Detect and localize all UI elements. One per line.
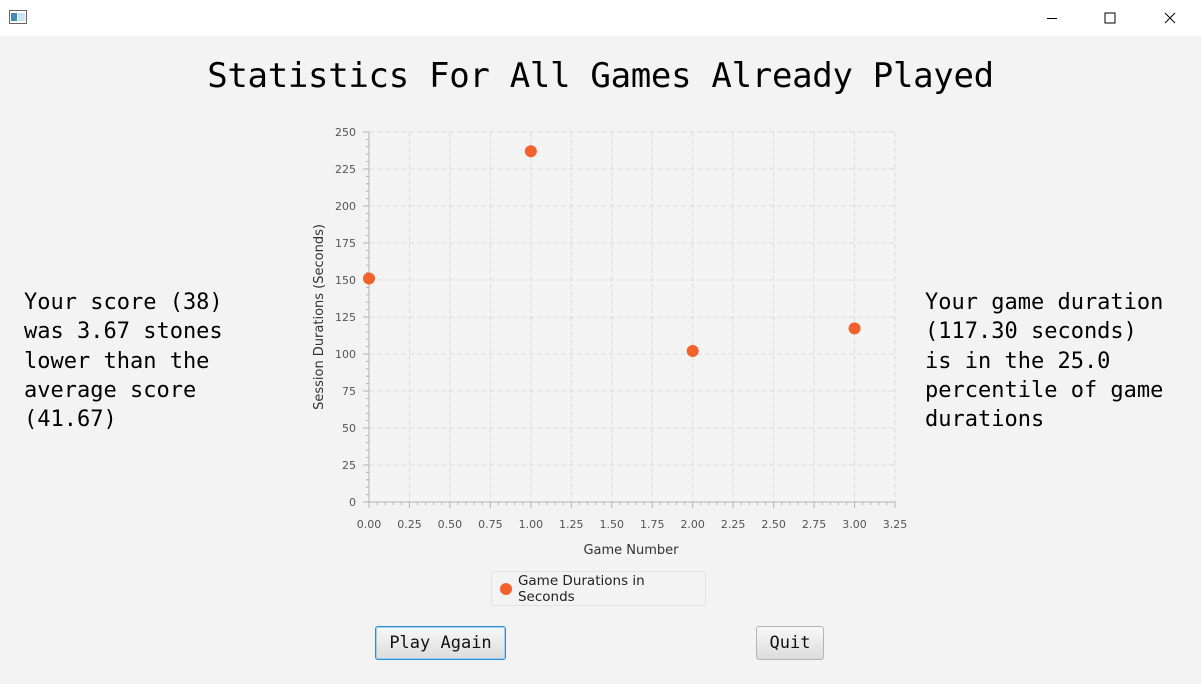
x-tick-label: 2.50 [761,518,786,531]
play-again-button[interactable]: Play Again [375,626,506,660]
y-axis-label: Session Durations (Seconds) [312,224,327,410]
score-summary: Your score (38) was 3.67 stones lower th… [24,290,223,433]
chart-tick-labels: 0.00 0.25 0.50 0.75 1.00 1.25 1.50 1.75 2.00 2.25… [335,126,907,531]
y-tick-label: 225 [335,163,356,176]
y-tick-label: 50 [342,422,356,435]
x-tick-label: 2.00 [680,518,705,531]
x-tick-label: 1.75 [640,518,665,531]
plot-area [369,132,895,502]
y-tick-label: 175 [335,237,356,250]
y-tick-label: 0 [349,496,356,509]
duration-summary: Your game duration (117.30 seconds) is i… [925,290,1164,433]
quit-button[interactable]: Quit [756,626,824,660]
x-tick-label: 0.50 [438,518,463,531]
y-tick-label: 250 [335,126,356,139]
chart-points [363,145,861,358]
chart-grid [369,131,896,502]
chart-axes [363,131,896,508]
y-tick-label: 75 [342,385,356,398]
y-tick-label: 150 [335,274,356,287]
minimize-icon [1047,18,1057,19]
x-tick-label: 2.75 [802,518,827,531]
x-tick-label: 3.25 [883,518,908,531]
page-title: Statistics For All Games Already Played [207,56,994,96]
scatter-chart: 0.00 0.25 0.50 0.75 1.00 1.25 1.50 1.75 2.00 2.25… [312,126,907,558]
x-tick-label: 2.25 [721,518,746,531]
x-tick-label: 1.25 [559,518,584,531]
chart-legend: Game Durations in Seconds [491,571,706,606]
maximize-button[interactable] [1087,0,1133,36]
close-icon [1164,12,1176,24]
app-icon [9,10,27,24]
y-tick-label: 125 [335,311,356,324]
x-tick-label: 0.00 [357,518,382,531]
y-tick-label: 25 [342,459,356,472]
y-tick-label: 100 [335,348,356,361]
maximize-icon [1104,12,1116,24]
title-bar [0,0,1201,36]
y-tick-label: 200 [335,200,356,213]
legend-label: Game Durations in Seconds [517,572,645,605]
data-point [524,145,537,158]
data-point [363,272,375,285]
minimize-button[interactable] [1029,0,1075,36]
data-point [848,322,861,335]
x-tick-label: 0.25 [397,518,422,531]
x-tick-label: 1.50 [600,518,625,531]
legend-marker [500,582,512,595]
x-axis-label: Game Number [583,543,679,558]
x-tick-label: 3.00 [842,518,867,531]
close-button[interactable] [1147,0,1193,36]
x-tick-label: 0.75 [478,518,503,531]
data-point [686,345,699,358]
x-tick-label: 1.00 [519,518,544,531]
